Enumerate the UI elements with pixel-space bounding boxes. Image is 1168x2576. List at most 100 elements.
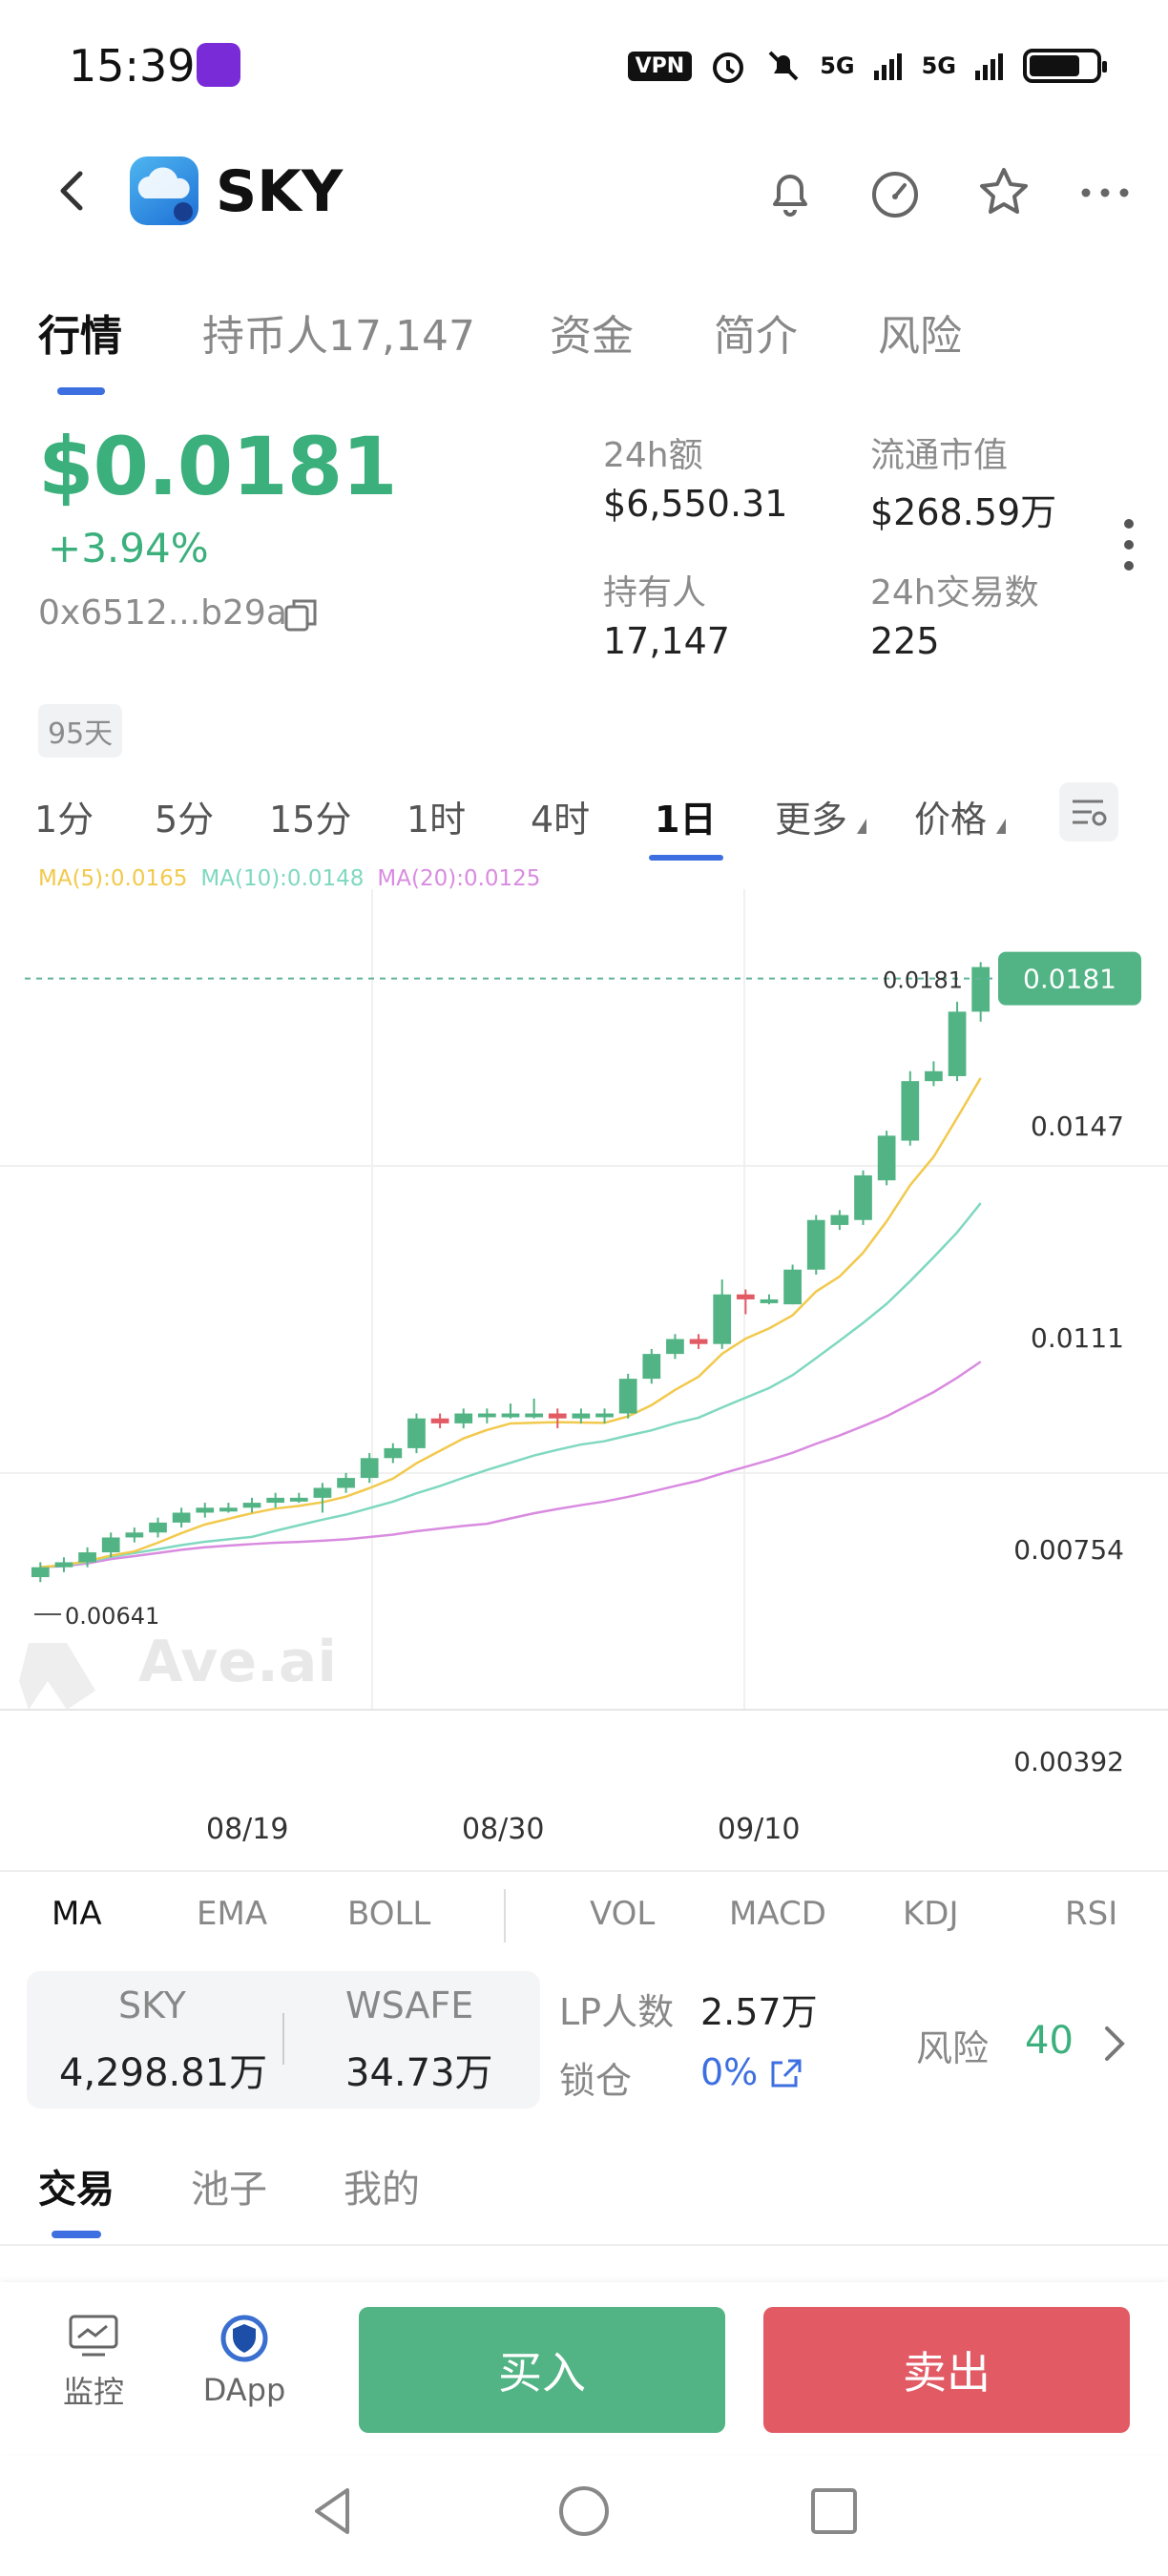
monitor-button[interactable]: 监控 [55, 2313, 132, 2412]
candle-body [501, 1413, 520, 1418]
current-price-tag-label: 0.0181 [1023, 964, 1116, 995]
candle-body [266, 1497, 285, 1504]
ind-ema[interactable]: EMA [197, 1895, 268, 1933]
tf-4h[interactable]: 4时 [531, 799, 591, 841]
more-icon[interactable] [1074, 162, 1136, 223]
system-home-icon[interactable] [553, 2481, 615, 2542]
x-tick-label: 08/30 [462, 1813, 545, 1846]
system-back-icon[interactable] [303, 2481, 365, 2542]
bell-icon[interactable] [760, 162, 821, 223]
dapp-icon [220, 2315, 268, 2362]
status-time: 15:39 [69, 40, 196, 92]
ma5-legend: MA(5):0.0165 [38, 866, 188, 891]
tf-1m[interactable]: 1分 [34, 799, 94, 841]
y-tick-label: 0.0111 [1031, 1322, 1124, 1354]
pool-base-amount: 4,298.81万 [59, 2051, 268, 2095]
candle-body [806, 1219, 825, 1270]
status-indicators: VPN 5G 5G [627, 44, 1107, 88]
sell-button[interactable]: 卖出 [763, 2307, 1130, 2433]
external-link-icon[interactable] [767, 2055, 805, 2093]
more-stats-icon[interactable] [1122, 519, 1136, 576]
lock-value[interactable]: 0% [700, 2051, 759, 2093]
candle-body [219, 1507, 238, 1512]
ma20-legend: MA(20):0.0125 [377, 866, 541, 891]
candle-body [689, 1339, 708, 1344]
y-tick-label: 0.0147 [1031, 1111, 1124, 1142]
tf-more-label: 更多 [775, 799, 848, 841]
ind-kdj[interactable]: KDJ [903, 1895, 959, 1933]
tab-trades[interactable]: 交易 [38, 2168, 115, 2212]
current-price: $0.0181 [38, 420, 398, 513]
tf-price-mode[interactable]: 价格 [914, 790, 1007, 842]
lp-count-label: LP人数 [559, 1991, 675, 2033]
candle-body [830, 1215, 849, 1225]
ind-ma[interactable]: MA [52, 1895, 102, 1933]
gauge-icon[interactable] [865, 162, 926, 223]
ma10-line [40, 1202, 982, 1568]
candle-body [618, 1379, 637, 1414]
candle-body [242, 1503, 261, 1508]
pool-quote-symbol: WSAFE [345, 1984, 474, 2026]
pool-base-symbol: SKY [118, 1984, 186, 2026]
signal-bars-icon [975, 53, 1003, 80]
low-price-label: 0.00641 [65, 1603, 159, 1630]
buy-button[interactable]: 买入 [359, 2307, 725, 2433]
indicator-bar [0, 1870, 1168, 1956]
candle-body [595, 1413, 614, 1418]
candle-body [572, 1413, 591, 1419]
ind-boll[interactable]: BOLL [347, 1895, 431, 1933]
monitor-icon [69, 2315, 118, 2357]
candle-body [783, 1269, 802, 1305]
candle-body [407, 1418, 426, 1448]
tf-1h[interactable]: 1时 [407, 799, 467, 841]
candle-body [101, 1537, 120, 1553]
ma10-legend: MA(10):0.0148 [200, 866, 365, 891]
tab-holders[interactable]: 持币人17,147 [202, 312, 475, 361]
back-icon[interactable] [44, 162, 101, 219]
watermark-text: Ave.ai [138, 1629, 337, 1695]
ma5-line [40, 1077, 982, 1568]
tab-pools[interactable]: 池子 [191, 2168, 267, 2212]
monitor-label: 监控 [62, 2374, 124, 2410]
candle-body [736, 1294, 755, 1299]
ind-vol[interactable]: VOL [590, 1895, 656, 1933]
price-chart[interactable]: Ave.ai 0.0181 0.0181 0.00641 [0, 889, 1168, 1776]
candle-body [384, 1447, 403, 1459]
caret-icon [857, 819, 867, 834]
main-tabs: 行情 持币人17,147 资金 简介 风险 [0, 301, 1168, 378]
candle-body [78, 1552, 96, 1563]
dapp-button[interactable]: DApp [197, 2313, 292, 2408]
candle-body [31, 1567, 50, 1578]
tab-mine[interactable]: 我的 [344, 2168, 420, 2212]
ind-macd[interactable]: MACD [729, 1895, 826, 1933]
candle-body [478, 1413, 496, 1418]
chart-settings-button[interactable] [1059, 782, 1118, 841]
candlestick-chart: Ave.ai 0.0181 0.0181 0.00641 [0, 889, 1168, 1711]
current-price-tag [998, 951, 1141, 1006]
battery-icon [1023, 49, 1107, 83]
y-tick-label: 0.00754 [1013, 1534, 1124, 1566]
tf-1d[interactable]: 1日 [655, 799, 717, 841]
lp-count-value: 2.57万 [700, 1991, 818, 2033]
vol-24h-value: $6,550.31 [603, 483, 788, 525]
copy-icon[interactable] [282, 595, 321, 634]
tab-risk[interactable]: 风险 [878, 312, 962, 361]
vpn-badge: VPN [627, 51, 693, 81]
tf-5m[interactable]: 5分 [155, 799, 215, 841]
tab-funds[interactable]: 资金 [550, 312, 634, 361]
app-notification-icon [197, 43, 240, 87]
ind-rsi[interactable]: RSI [1065, 1895, 1118, 1933]
system-recents-icon[interactable] [803, 2481, 865, 2542]
chart-settings-icon [1073, 800, 1107, 826]
candle-body [149, 1522, 167, 1533]
tf-more[interactable]: 更多 [775, 790, 867, 842]
tab-market[interactable]: 行情 [38, 312, 122, 361]
risk-score[interactable]: 40 [1025, 2019, 1074, 2063]
txns-value: 225 [870, 620, 940, 662]
star-icon[interactable] [973, 162, 1034, 223]
tf-15m[interactable]: 15分 [269, 799, 352, 841]
chevron-right-icon[interactable] [1095, 2021, 1134, 2067]
tf-active-indicator [649, 855, 723, 861]
tab-intro[interactable]: 简介 [714, 312, 798, 361]
candle-body [948, 1011, 967, 1076]
